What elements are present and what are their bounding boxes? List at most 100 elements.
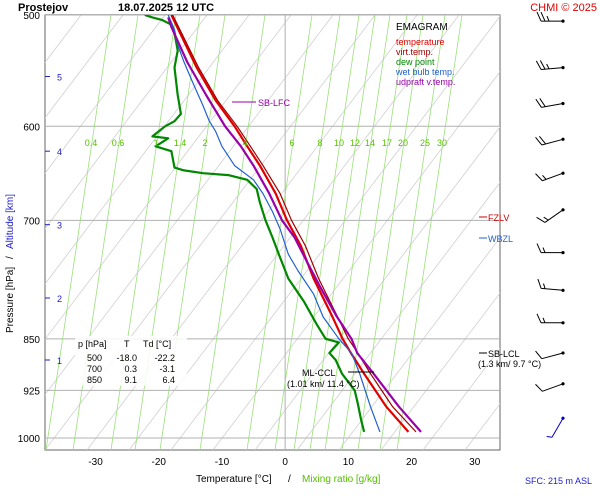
table-cell: -22.2 — [154, 353, 175, 363]
adiabat-line — [45, 15, 334, 396]
wind-barb-staff — [542, 383, 564, 392]
adiabat-line — [380, 292, 500, 450]
x-axis-label-mix: Mixing ratio [g/kg] — [302, 474, 381, 485]
wind-barb — [546, 416, 565, 438]
wind-barb-half — [543, 283, 546, 289]
table-cell: 6.4 — [162, 375, 175, 385]
wind-barb-dot — [561, 321, 565, 325]
wbzl-label: WBZL — [488, 234, 513, 244]
x-axis-title: Temperature [°C] / Mixing ratio [g/kg] — [196, 474, 381, 485]
wind-barb — [537, 278, 565, 292]
axis-ticks: 0.4 0.6 1 1.4 2 4 6 8 10 12 14 17 20 25 30-30 -20 -10 0 10… — [18, 11, 481, 468]
surface-note: SFC: 215 m ASL — [525, 476, 592, 486]
mixing-ratio-label: 30 — [437, 138, 447, 148]
annotations: SB-LFC FZLV WBZL SB-LCL (1.3 km/ 9.7 °C)… — [232, 98, 541, 389]
wind-barb-flag — [535, 350, 543, 360]
series-line-temperature — [170, 15, 410, 433]
mixing-ratio-label: 1 — [153, 138, 158, 148]
adiabat-line — [170, 15, 500, 450]
wind-barb-dot — [561, 288, 565, 292]
adiabat-line — [549, 15, 600, 450]
station-name: Prostejov — [18, 2, 69, 14]
wind-barb — [536, 243, 565, 255]
table-cell: -3.1 — [159, 364, 175, 374]
wind-barb-flag — [536, 243, 542, 253]
mixing-ratio-line — [357, 15, 424, 450]
mixing-ratio-line — [274, 15, 341, 450]
x-tick-label: 0 — [282, 457, 288, 468]
wind-barb-dot — [561, 416, 565, 420]
wind-barb-half — [542, 317, 546, 323]
x-axis-label-sep: / — [288, 474, 291, 485]
wind-barb-half — [546, 435, 553, 438]
legend-virt-temp: virt.temp. — [396, 47, 433, 57]
mixing-ratio-line — [396, 15, 463, 450]
wind-barb-dot — [561, 171, 565, 175]
wind-barb-flag — [539, 60, 546, 70]
adiabat-line — [507, 15, 600, 450]
wind-barb-dot — [561, 19, 565, 23]
table-header-p: p [hPa] — [78, 339, 107, 349]
mixing-ratio-line — [199, 15, 266, 450]
series-line-udpraft-v-temp — [167, 17, 422, 433]
y-axis-label-alt: Altitude [km] — [5, 194, 16, 249]
mixing-ratio-label: 10 — [334, 138, 344, 148]
mixing-ratio-label: 0.4 — [85, 138, 98, 148]
adiabat-line — [212, 71, 500, 450]
wind-barb-dot — [561, 208, 565, 212]
wind-barb-flag — [539, 98, 546, 107]
x-axis-label-temp: Temperature [°C] — [196, 474, 272, 485]
fzlv-label: FZLV — [488, 213, 509, 223]
altitude-tick-label: 4 — [57, 147, 62, 157]
table-cell: 0.3 — [124, 364, 137, 374]
x-tick-label: 20 — [406, 457, 418, 468]
wind-barb-half — [546, 63, 550, 70]
adiabat-line — [45, 15, 208, 230]
wind-barbs — [535, 11, 565, 438]
altitude-tick-label: 2 — [57, 294, 62, 304]
level-table: p [hPa] T Td [°C] 500 -18.0 -22.2 700 0.… — [75, 336, 187, 386]
table-header-td: Td [°C] — [143, 339, 171, 349]
wind-barb-staff — [541, 287, 564, 291]
pressure-tick-label: 925 — [23, 386, 40, 397]
table-cell: 500 — [87, 353, 102, 363]
wind-barb-dot — [561, 101, 565, 106]
wind-barb-dot — [561, 251, 565, 255]
x-tick-label: -30 — [88, 457, 103, 468]
pressure-tick-label: 600 — [23, 122, 40, 133]
series-line-wet-bulb-temp — [167, 15, 381, 433]
wind-barb-flag — [537, 278, 542, 289]
wind-barb-staff — [541, 138, 564, 146]
wind-barb-dot — [561, 351, 565, 355]
wind-barb-flag — [536, 216, 546, 223]
wind-barb — [535, 98, 565, 108]
legend-updraft: udpraft v.temp. — [396, 77, 455, 87]
sb-lfc-label: SB-LFC — [258, 98, 291, 108]
mixing-ratio-line — [45, 15, 112, 450]
mixing-ratio-label: 4 — [242, 138, 247, 148]
wind-barb — [535, 135, 565, 146]
wind-barb — [536, 208, 565, 223]
sb-lcl-detail: (1.3 km/ 9.7 °C) — [478, 359, 541, 369]
sb-lcl-label: SB-LCL — [488, 349, 520, 359]
wind-barb-half — [542, 175, 547, 180]
adiabat-line — [254, 126, 500, 450]
table-cell: 9.1 — [124, 375, 137, 385]
adiabat-line — [45, 15, 250, 285]
series-line-dew-point — [144, 15, 366, 433]
adiabat-line — [422, 347, 500, 450]
wind-barb — [535, 382, 565, 392]
wind-barb-half — [546, 15, 550, 22]
wind-barb-flag — [536, 11, 542, 22]
wind-barb-flag — [539, 135, 547, 145]
mixing-ratio-line — [293, 15, 360, 450]
y-axis-title: Pressure [hPa] / Altitude [km] — [5, 194, 16, 333]
mixing-ratio-line — [246, 15, 313, 450]
mixing-ratio-label: 17 — [382, 138, 392, 148]
mixing-ratio-label: 8 — [317, 138, 322, 148]
wind-barb — [535, 171, 565, 182]
copyright: CHMI © 2025 — [530, 2, 597, 14]
x-tick-label: 10 — [343, 457, 355, 468]
wind-barb — [535, 60, 565, 71]
